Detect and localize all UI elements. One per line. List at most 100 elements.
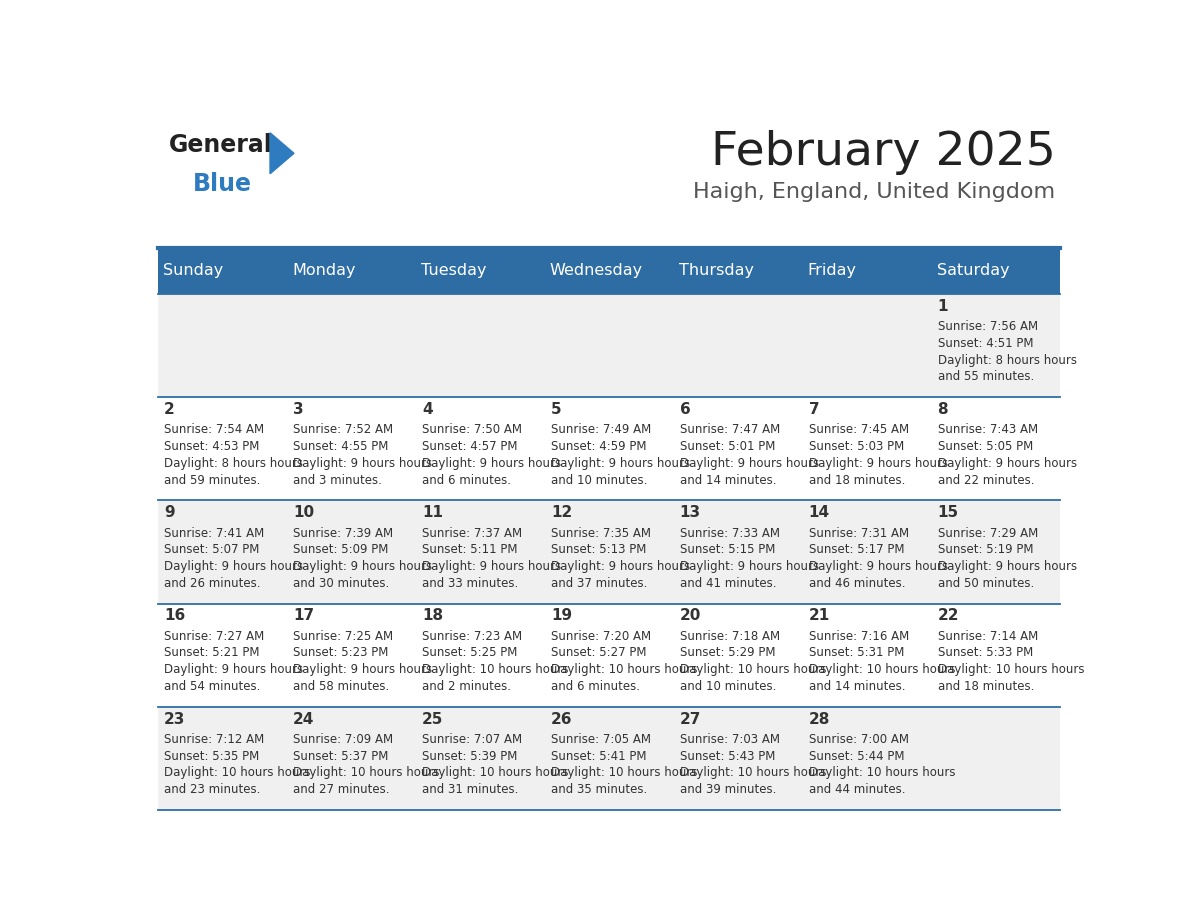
Text: Sunrise: 7:25 AM: Sunrise: 7:25 AM <box>293 630 393 643</box>
Text: Sunset: 5:27 PM: Sunset: 5:27 PM <box>551 646 646 659</box>
Text: Sunrise: 7:09 AM: Sunrise: 7:09 AM <box>293 733 393 746</box>
Text: Sunrise: 7:47 AM: Sunrise: 7:47 AM <box>680 423 781 436</box>
Text: 24: 24 <box>293 711 315 727</box>
Text: and 14 minutes.: and 14 minutes. <box>680 474 776 487</box>
Text: Daylight: 9 hours hours: Daylight: 9 hours hours <box>680 560 819 573</box>
Text: Sunset: 4:53 PM: Sunset: 4:53 PM <box>164 440 259 453</box>
Text: and 55 minutes.: and 55 minutes. <box>937 370 1034 384</box>
Text: 18: 18 <box>422 609 443 623</box>
Text: and 18 minutes.: and 18 minutes. <box>937 680 1034 693</box>
Text: Daylight: 8 hours hours: Daylight: 8 hours hours <box>164 457 303 470</box>
Text: and 23 minutes.: and 23 minutes. <box>164 783 260 796</box>
Text: Sunset: 5:13 PM: Sunset: 5:13 PM <box>551 543 646 556</box>
Text: 19: 19 <box>551 609 571 623</box>
Text: and 10 minutes.: and 10 minutes. <box>551 474 647 487</box>
Text: Daylight: 10 hours hours: Daylight: 10 hours hours <box>809 767 955 779</box>
Text: Daylight: 10 hours hours: Daylight: 10 hours hours <box>680 663 826 677</box>
Text: February 2025: February 2025 <box>710 130 1055 175</box>
FancyBboxPatch shape <box>674 248 802 294</box>
Text: Daylight: 9 hours hours: Daylight: 9 hours hours <box>937 457 1076 470</box>
Text: Sunrise: 7:05 AM: Sunrise: 7:05 AM <box>551 733 651 746</box>
Text: Sunset: 5:25 PM: Sunset: 5:25 PM <box>422 646 517 659</box>
Text: Sunrise: 7:56 AM: Sunrise: 7:56 AM <box>937 320 1037 333</box>
Text: Daylight: 8 hours hours: Daylight: 8 hours hours <box>937 353 1076 366</box>
Text: Blue: Blue <box>192 173 252 196</box>
Text: 28: 28 <box>809 711 830 727</box>
Text: Sunset: 5:09 PM: Sunset: 5:09 PM <box>293 543 388 556</box>
Text: Daylight: 10 hours hours: Daylight: 10 hours hours <box>293 767 440 779</box>
Text: Sunrise: 7:41 AM: Sunrise: 7:41 AM <box>164 527 265 540</box>
FancyBboxPatch shape <box>931 248 1060 294</box>
Text: General: General <box>169 133 272 157</box>
Text: Haigh, England, United Kingdom: Haigh, England, United Kingdom <box>694 183 1055 202</box>
Text: Sunset: 5:31 PM: Sunset: 5:31 PM <box>809 646 904 659</box>
Text: Sunrise: 7:12 AM: Sunrise: 7:12 AM <box>164 733 265 746</box>
Text: 20: 20 <box>680 609 701 623</box>
Text: 10: 10 <box>293 505 314 521</box>
Text: 16: 16 <box>164 609 185 623</box>
Text: Daylight: 9 hours hours: Daylight: 9 hours hours <box>293 663 432 677</box>
Text: Sunset: 4:55 PM: Sunset: 4:55 PM <box>293 440 388 453</box>
Text: and 6 minutes.: and 6 minutes. <box>551 680 640 693</box>
Text: 15: 15 <box>937 505 959 521</box>
Text: Daylight: 9 hours hours: Daylight: 9 hours hours <box>293 560 432 573</box>
FancyBboxPatch shape <box>158 707 1060 810</box>
Text: Daylight: 10 hours hours: Daylight: 10 hours hours <box>937 663 1083 677</box>
FancyBboxPatch shape <box>416 248 544 294</box>
Text: Daylight: 10 hours hours: Daylight: 10 hours hours <box>422 767 568 779</box>
Text: and 33 minutes.: and 33 minutes. <box>422 577 518 589</box>
Text: Sunrise: 7:31 AM: Sunrise: 7:31 AM <box>809 527 909 540</box>
Text: 6: 6 <box>680 402 690 417</box>
Text: Sunset: 5:07 PM: Sunset: 5:07 PM <box>164 543 259 556</box>
Text: 2: 2 <box>164 402 175 417</box>
Text: and 26 minutes.: and 26 minutes. <box>164 577 260 589</box>
Text: 8: 8 <box>937 402 948 417</box>
Text: and 31 minutes.: and 31 minutes. <box>422 783 518 796</box>
Text: Sunset: 5:11 PM: Sunset: 5:11 PM <box>422 543 518 556</box>
Text: 3: 3 <box>293 402 304 417</box>
Text: Sunset: 5:37 PM: Sunset: 5:37 PM <box>293 750 388 763</box>
Text: Daylight: 9 hours hours: Daylight: 9 hours hours <box>680 457 819 470</box>
Text: 12: 12 <box>551 505 573 521</box>
Text: Sunrise: 7:50 AM: Sunrise: 7:50 AM <box>422 423 522 436</box>
Text: 14: 14 <box>809 505 829 521</box>
FancyBboxPatch shape <box>286 248 416 294</box>
Text: and 50 minutes.: and 50 minutes. <box>937 577 1034 589</box>
Text: and 44 minutes.: and 44 minutes. <box>809 783 905 796</box>
Text: Sunrise: 7:03 AM: Sunrise: 7:03 AM <box>680 733 779 746</box>
Text: and 46 minutes.: and 46 minutes. <box>809 577 905 589</box>
Text: Sunrise: 7:54 AM: Sunrise: 7:54 AM <box>164 423 264 436</box>
Text: 9: 9 <box>164 505 175 521</box>
FancyBboxPatch shape <box>802 248 931 294</box>
Text: Sunrise: 7:39 AM: Sunrise: 7:39 AM <box>293 527 393 540</box>
Text: Daylight: 9 hours hours: Daylight: 9 hours hours <box>809 457 948 470</box>
FancyBboxPatch shape <box>544 248 674 294</box>
Text: Thursday: Thursday <box>678 263 754 278</box>
Text: and 27 minutes.: and 27 minutes. <box>293 783 390 796</box>
Text: Daylight: 9 hours hours: Daylight: 9 hours hours <box>164 560 303 573</box>
Text: Sunset: 5:03 PM: Sunset: 5:03 PM <box>809 440 904 453</box>
Text: 22: 22 <box>937 609 959 623</box>
Text: Sunrise: 7:20 AM: Sunrise: 7:20 AM <box>551 630 651 643</box>
Text: and 41 minutes.: and 41 minutes. <box>680 577 776 589</box>
Text: and 35 minutes.: and 35 minutes. <box>551 783 647 796</box>
Text: and 10 minutes.: and 10 minutes. <box>680 680 776 693</box>
Text: Sunset: 4:59 PM: Sunset: 4:59 PM <box>551 440 646 453</box>
Text: and 39 minutes.: and 39 minutes. <box>680 783 776 796</box>
Text: Sunset: 5:17 PM: Sunset: 5:17 PM <box>809 543 904 556</box>
Text: Sunrise: 7:16 AM: Sunrise: 7:16 AM <box>809 630 909 643</box>
Text: Daylight: 9 hours hours: Daylight: 9 hours hours <box>164 663 303 677</box>
Text: and 22 minutes.: and 22 minutes. <box>937 474 1034 487</box>
Text: Sunset: 5:33 PM: Sunset: 5:33 PM <box>937 646 1032 659</box>
Text: and 2 minutes.: and 2 minutes. <box>422 680 511 693</box>
Text: Sunrise: 7:35 AM: Sunrise: 7:35 AM <box>551 527 651 540</box>
Text: and 30 minutes.: and 30 minutes. <box>293 577 390 589</box>
Text: Sunset: 5:39 PM: Sunset: 5:39 PM <box>422 750 517 763</box>
Text: 7: 7 <box>809 402 820 417</box>
Text: Sunrise: 7:07 AM: Sunrise: 7:07 AM <box>422 733 522 746</box>
Text: Sunrise: 7:23 AM: Sunrise: 7:23 AM <box>422 630 522 643</box>
Text: Daylight: 9 hours hours: Daylight: 9 hours hours <box>809 560 948 573</box>
Text: Sunset: 5:35 PM: Sunset: 5:35 PM <box>164 750 259 763</box>
Text: and 58 minutes.: and 58 minutes. <box>293 680 390 693</box>
Text: Saturday: Saturday <box>936 263 1010 278</box>
